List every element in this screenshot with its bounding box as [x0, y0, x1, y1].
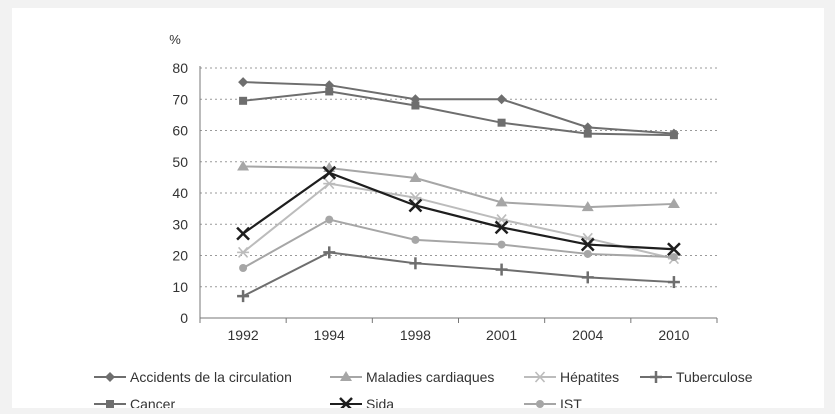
y-unit-label: % — [169, 32, 181, 47]
triangle-marker — [581, 201, 594, 212]
legend-item: Accidents de la circulation — [94, 369, 292, 385]
y-tick-label: 40 — [172, 185, 188, 201]
triangle-marker — [340, 371, 352, 381]
x-marker — [494, 220, 509, 235]
series-line — [242, 182, 675, 260]
series-line — [243, 165, 674, 209]
series-6 — [239, 215, 678, 272]
x-marker — [322, 165, 337, 180]
legend-label: Cancer — [130, 396, 175, 408]
y-tick-label: 10 — [172, 279, 188, 295]
y-tick-label: 0 — [180, 310, 188, 326]
circle-marker — [411, 235, 420, 244]
legend-item: Hépatites — [524, 369, 619, 385]
asterisk-marker — [323, 178, 336, 190]
triangle-marker — [495, 196, 508, 207]
square-marker — [583, 129, 592, 138]
legend-label: Tuberculose — [676, 369, 753, 385]
series-5 — [236, 165, 681, 257]
legend-label: Sida — [366, 396, 394, 408]
series-1 — [237, 160, 680, 212]
plus-marker — [650, 371, 662, 383]
legend: Accidents de la circulation Maladies card… — [94, 369, 753, 408]
diamond-marker — [238, 77, 249, 88]
legend-label: IST — [560, 396, 582, 408]
x-tick-label: 1994 — [314, 327, 345, 343]
square-marker — [669, 131, 678, 140]
series-0 — [238, 77, 679, 139]
gridlines — [200, 67, 717, 288]
series-line — [242, 90, 674, 137]
y-tick-label: 80 — [172, 60, 188, 76]
x-tick-label: 2010 — [658, 327, 689, 343]
x-marker — [408, 198, 423, 213]
y-tick-label: 70 — [172, 91, 188, 107]
legend-item: Maladies cardiaques — [330, 369, 494, 385]
triangle-marker — [409, 172, 422, 182]
legend-label: Maladies cardiaques — [366, 369, 494, 385]
legend-item: Cancer — [94, 396, 175, 408]
x-tick-label: 1998 — [400, 327, 431, 343]
square-marker — [239, 96, 248, 105]
y-tick-label: 30 — [172, 216, 188, 232]
x-marker — [236, 226, 250, 241]
circle-marker — [583, 249, 592, 258]
x-marker — [339, 397, 353, 408]
y-tick-label: 60 — [172, 123, 188, 139]
plus-marker — [323, 246, 336, 259]
square-marker — [411, 101, 420, 110]
plus-marker — [581, 271, 594, 284]
triangle-marker — [667, 197, 680, 208]
square-marker — [106, 400, 114, 408]
line-chart: % 0 10 20 30 40 50 60 70 80 1992 1994 1998 2001 2004 2… — [94, 32, 753, 408]
y-tick-label: 50 — [172, 154, 188, 170]
plus-marker — [409, 257, 422, 270]
legend-item: Tuberculose — [640, 369, 753, 385]
x-marker — [667, 242, 681, 257]
axes: 0 10 20 30 40 50 60 70 80 1992 1994 1998 2001 2004 201… — [172, 60, 718, 343]
circle-marker — [325, 215, 334, 224]
series-line — [242, 251, 674, 298]
plus-marker — [495, 263, 508, 276]
legend-item: IST — [524, 396, 582, 408]
legend-item: Sida — [330, 396, 394, 408]
circle-marker — [669, 253, 678, 262]
circle-marker — [239, 264, 248, 272]
x-tick-label: 1992 — [228, 327, 259, 343]
square-marker — [325, 87, 334, 96]
plus-marker — [237, 290, 250, 303]
asterisk-marker — [534, 371, 546, 383]
series-group — [236, 77, 681, 303]
series-line — [242, 171, 674, 251]
series-3 — [237, 246, 680, 303]
circle-marker — [536, 400, 544, 408]
diamond-marker — [105, 372, 115, 382]
chart-container: % 0 10 20 30 40 50 60 70 80 1992 1994 1998 2001 2004 2… — [12, 8, 824, 408]
triangle-marker — [237, 160, 250, 171]
series-line — [242, 218, 674, 269]
x-tick-label: 2001 — [486, 327, 517, 343]
asterisk-marker — [237, 246, 250, 258]
circle-marker — [497, 240, 506, 249]
series-line — [243, 81, 674, 135]
diamond-marker — [496, 94, 507, 105]
legend-label: Hépatites — [560, 369, 619, 385]
x-tick-label: 2004 — [572, 327, 603, 343]
plus-marker — [667, 276, 680, 289]
legend-label: Accidents de la circulation — [130, 369, 292, 385]
y-tick-label: 20 — [172, 248, 188, 264]
series-4 — [239, 87, 678, 140]
square-marker — [497, 118, 506, 127]
x-marker — [580, 237, 595, 252]
